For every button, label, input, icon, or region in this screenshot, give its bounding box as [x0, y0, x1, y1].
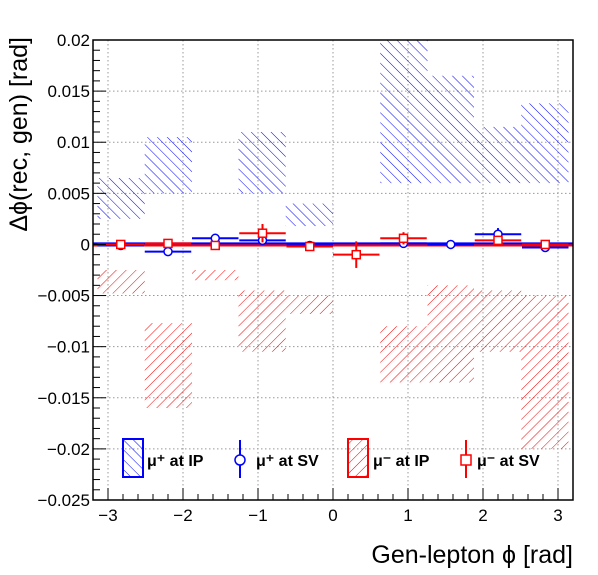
point-marker [398, 233, 409, 244]
legend-label: μ⁻ at SV [477, 453, 540, 470]
point-marker [446, 239, 456, 250]
grid-lines [93, 39, 573, 501]
point-marker [493, 235, 503, 246]
point-marker [257, 228, 268, 238]
legend: μ⁺ at IP μ⁺ at SV μ⁻ at IP μ⁻ at SV [122, 438, 540, 478]
tick-labels: −3 −2 −1 0 1 2 3 −0.025 −0.02 −0.015 −0.01 −0.005 0 0… [38, 31, 563, 525]
axis-ticks [92, 39, 574, 501]
point-marker [163, 246, 173, 257]
point-marker [210, 240, 220, 251]
sv-point-circle [144, 246, 192, 257]
y-tick-label: −0.01 [47, 338, 90, 357]
hatched-bin [285, 203, 333, 227]
point-marker [351, 249, 361, 260]
point-marker [116, 239, 126, 250]
point-marker [163, 238, 173, 249]
legend-entry: μ⁺ at IP [122, 438, 204, 478]
legend-label: μ⁻ at IP [373, 453, 430, 470]
sv-point-square [522, 239, 569, 250]
legend-swatch [347, 438, 369, 478]
x-tick-label: 0 [328, 506, 337, 525]
hatched-bin [521, 103, 569, 184]
legend-marker [234, 454, 246, 466]
sv-point-square [286, 241, 333, 252]
hatched-bin [474, 290, 522, 352]
sv-point-circle [427, 239, 474, 250]
legend-entry: μ⁻ at SV [460, 440, 540, 478]
hatched-bin [427, 285, 474, 383]
data-points [97, 224, 569, 268]
point-marker [305, 241, 315, 252]
sv-point-square [144, 238, 192, 249]
hatched-bin [97, 178, 145, 219]
sv-point-square [192, 240, 239, 251]
x-tick-label: 1 [403, 506, 412, 525]
y-tick-label: −0.025 [38, 491, 90, 510]
y-tick-label: 0.015 [47, 82, 90, 101]
sv-point-circle [192, 233, 239, 244]
hatched-bin [144, 137, 192, 194]
legend-label: μ⁺ at SV [256, 453, 319, 470]
legend-label: μ⁺ at IP [147, 453, 204, 470]
hatched-bin [97, 270, 145, 294]
hatched-bands [97, 40, 569, 449]
legend-swatch [122, 438, 144, 478]
hatched-bin [144, 323, 192, 408]
sv-point-square [333, 241, 380, 268]
y-tick-label: −0.015 [38, 389, 90, 408]
hatched-bin [380, 40, 428, 184]
hatched-bin [192, 270, 239, 281]
hatched-bin [380, 326, 428, 383]
hatched-bin [285, 295, 333, 314]
point-marker [540, 239, 550, 250]
y-tick-label: 0.005 [47, 184, 90, 203]
hatched-bin [521, 295, 569, 449]
legend-entry: μ⁺ at SV [234, 440, 319, 478]
legend-marker [460, 454, 472, 466]
y-tick-label: 0.01 [57, 133, 90, 152]
legend-entry: μ⁻ at IP [347, 438, 430, 478]
y-tick-label: 0 [81, 235, 90, 254]
x-tick-label: 2 [478, 506, 487, 525]
sv-point-square [239, 224, 286, 243]
x-axis-title: Gen-lepton ϕ [rad] [371, 541, 573, 569]
sv-point-square [474, 235, 522, 246]
y-tick-label: −0.02 [47, 440, 90, 459]
x-tick-label: −3 [98, 506, 117, 525]
y-axis-title: Δϕ(rec, gen) [rad] [5, 37, 33, 232]
y-tick-label: −0.005 [38, 287, 90, 306]
x-tick-label: −2 [173, 506, 192, 525]
hatched-bin [238, 290, 286, 352]
x-tick-label: 3 [553, 506, 562, 525]
x-tick-label: −1 [248, 506, 267, 525]
hatched-bin [474, 126, 522, 184]
y-tick-label: 0.02 [57, 31, 90, 50]
hatched-bin [427, 75, 474, 184]
hatched-bin [238, 132, 286, 194]
sv-point-square [380, 232, 427, 245]
